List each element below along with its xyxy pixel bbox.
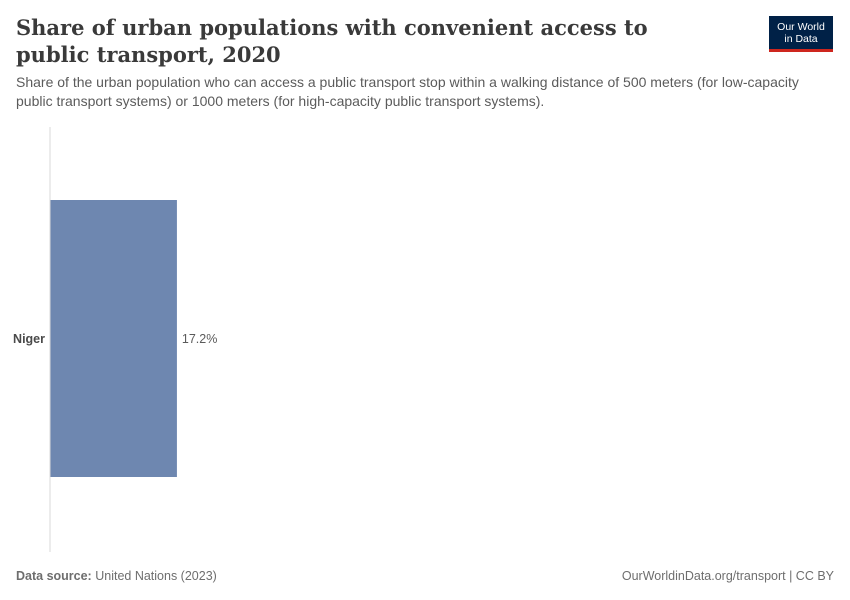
- logo-line-2: in Data: [784, 33, 818, 45]
- bar-niger[interactable]: [50, 200, 177, 477]
- chart-subtitle: Share of the urban population who can ac…: [16, 74, 799, 109]
- logo-line-1: Our World: [777, 21, 825, 33]
- owid-logo[interactable]: Our World in Data: [769, 16, 833, 52]
- data-source-value[interactable]: United Nations (2023): [95, 569, 217, 583]
- data-source-label: Data source:: [16, 569, 92, 583]
- footer-url[interactable]: OurWorldinData.org/transport | CC BY: [621, 569, 834, 583]
- chart-title: Share of urban populations with convenie…: [16, 15, 648, 67]
- data-source: Data source: United Nations (2023): [16, 569, 217, 583]
- category-label: Niger: [13, 332, 45, 346]
- data-label: 17.2%: [182, 332, 217, 346]
